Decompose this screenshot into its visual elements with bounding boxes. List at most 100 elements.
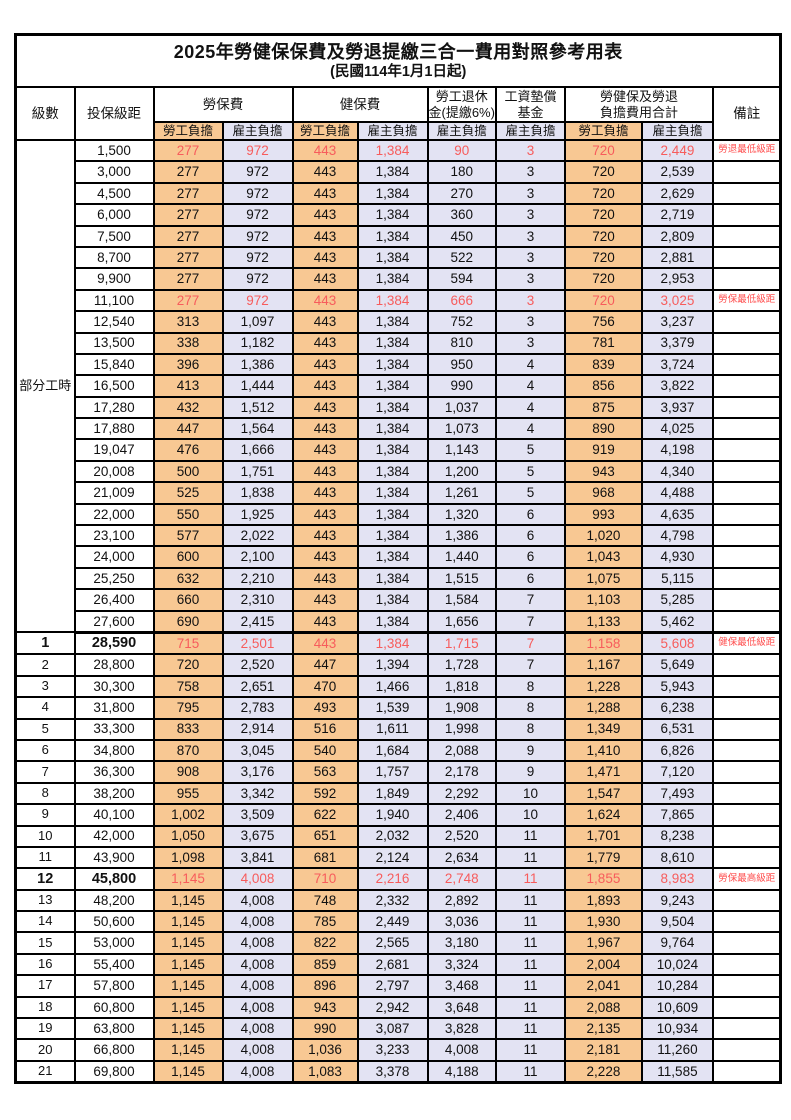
cell-health-worker: 443 [291,588,359,612]
table-row: 26,400 660 2,310 443 1,384 1,584 7 1,103 5,285 [16,588,782,612]
cell-wagefund-employer: 5 [494,459,566,484]
cell-labor-worker: 432 [152,395,224,420]
cell-labor-worker: 660 [152,588,224,612]
cell-health-employer: 1,384 [356,588,429,612]
cell-labor-employer: 972 [221,203,294,227]
cell-total-employer: 4,798 [640,524,714,548]
cell-note [711,588,782,612]
cell-pension-employer: 1,908 [426,696,497,720]
cell-health-employer: 2,797 [356,974,429,998]
cell-note [711,995,782,1020]
cell-pension-employer: 752 [426,310,497,334]
table-row: 9,900 277 972 443 1,384 594 3 720 2,953 [16,267,782,291]
cell-wagefund-employer: 3 [494,160,566,184]
cell-health-worker: 443 [291,438,359,462]
cell-health-employer: 1,384 [356,374,429,398]
cell-pension-employer: 1,440 [426,545,497,569]
cell-labor-worker: 1,145 [152,888,224,913]
cell-health-worker: 1,083 [291,1059,359,1084]
cell-labor-worker: 908 [152,760,224,784]
cell-health-worker: 443 [291,138,359,163]
cell-total-worker: 1,471 [563,760,643,784]
cell-labor-worker: 277 [152,160,224,184]
header-total-burden-line2: 負擔費用合計 [599,104,678,120]
cell-wagefund-employer: 4 [494,352,566,377]
cell-labor-worker: 313 [152,310,224,334]
cell-note [711,502,782,527]
cell-health-employer: 1,384 [356,395,429,420]
cell-level: 9 [14,803,76,827]
cell-note [711,566,782,591]
cell-wagefund-employer: 11 [494,888,566,913]
cell-salary-bracket: 33,300 [73,717,155,741]
table-row: 21 69,800 1,145 4,008 1,083 3,378 4,188 11 2,228… [14,1059,782,1084]
cell-labor-employer: 1,386 [221,352,294,377]
cell-total-employer: 5,649 [640,653,714,677]
header-labor-pension-line2: 金(提繳6%) [428,104,495,120]
cell-labor-worker: 338 [152,331,224,355]
cell-total-employer: 2,809 [640,224,714,248]
table-row: 8 38,200 955 3,342 592 1,849 2,292 10 1,547 7,493 [14,781,782,806]
cell-note [711,459,782,484]
cell-total-worker: 2,041 [563,974,643,998]
cell-wagefund-employer: 10 [494,803,566,827]
cell-health-worker: 443 [291,267,359,291]
cell-wagefund-employer: 11 [494,974,566,998]
cell-health-worker: 443 [291,288,359,313]
cell-total-worker: 720 [563,160,643,184]
table-row: 17,880 447 1,564 443 1,384 1,073 4 890 4,025 [16,417,782,441]
cell-health-worker: 943 [291,995,359,1020]
cell-salary-bracket: 13,500 [73,331,155,355]
cell-wagefund-employer: 3 [494,288,566,313]
cell-labor-employer: 972 [221,288,294,313]
cell-pension-employer: 2,892 [426,888,497,913]
cell-total-worker: 2,181 [563,1038,643,1062]
cell-health-employer: 1,384 [356,545,429,569]
header-salary-bracket: 投保級距 [73,86,155,141]
cell-health-employer: 2,449 [356,910,429,934]
table-row: 16,500 413 1,444 443 1,384 990 4 856 3,822 [16,374,782,398]
cell-health-worker: 785 [291,910,359,934]
cell-wagefund-employer: 8 [494,717,566,741]
cell-total-employer: 4,488 [640,481,714,505]
cell-wagefund-employer: 8 [494,696,566,720]
cell-labor-worker: 396 [152,352,224,377]
cell-labor-worker: 525 [152,481,224,505]
cell-total-employer: 8,610 [640,845,714,870]
cell-pension-employer: 810 [426,331,497,355]
cell-pension-employer: 1,584 [426,588,497,612]
cell-health-employer: 1,384 [356,481,429,505]
cell-health-employer: 2,942 [356,995,429,1020]
cell-health-worker: 443 [291,181,359,206]
cell-salary-bracket: 60,800 [73,995,155,1020]
cell-labor-worker: 1,145 [152,995,224,1020]
cell-note [711,331,782,355]
cell-note [711,245,782,270]
cell-labor-worker: 600 [152,545,224,569]
cell-total-employer: 7,493 [640,781,714,806]
cell-total-employer: 2,719 [640,203,714,227]
cell-total-employer: 6,238 [640,696,714,720]
cell-labor-employer: 2,100 [221,545,294,569]
cell-pension-employer: 3,036 [426,910,497,934]
cell-total-worker: 1,855 [563,867,643,891]
cell-labor-employer: 1,751 [221,459,294,484]
table-row: 21,009 525 1,838 443 1,384 1,261 5 968 4,488 [16,481,782,505]
table-row: 13 48,200 1,145 4,008 748 2,332 2,892 11 1,893 9,… [14,888,782,913]
cell-salary-bracket: 16,500 [73,374,155,398]
cell-salary-bracket: 24,000 [73,545,155,569]
cell-total-employer: 4,198 [640,438,714,462]
cell-labor-employer: 1,925 [221,502,294,527]
cell-level: 13 [14,888,76,913]
cell-total-employer: 5,943 [640,674,714,699]
cell-health-employer: 1,384 [356,352,429,377]
table-row: 17 57,800 1,145 4,008 896 2,797 3,468 11 2,041 10… [14,974,782,998]
cell-health-worker: 859 [291,952,359,977]
cell-total-employer: 6,826 [640,738,714,763]
cell-pension-employer: 1,715 [426,631,497,656]
subheader-labor-worker-share: 勞工負擔 [152,121,224,141]
cell-labor-worker: 795 [152,696,224,720]
cell-health-worker: 540 [291,738,359,763]
cell-total-worker: 2,228 [563,1059,643,1084]
cell-salary-bracket: 45,800 [73,867,155,891]
